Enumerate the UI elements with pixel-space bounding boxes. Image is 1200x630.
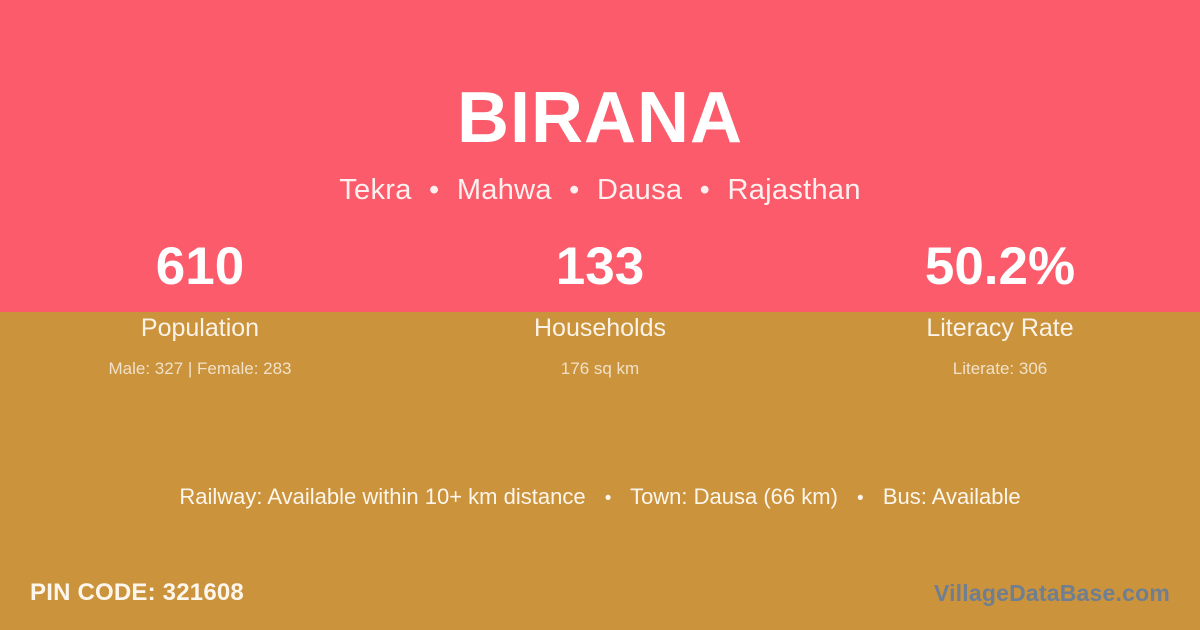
breadcrumb-item-village: Tekra [339,174,412,206]
stat-label: Population [140,314,260,342]
breadcrumb-item-block: Mahwa [456,174,552,206]
breadcrumb: Tekra • Mahwa • Dausa • Rajasthan [0,176,1200,205]
stat-value: 50.2% [924,237,1076,296]
stat-value: 133 [555,237,645,296]
breadcrumb-separator-icon: • [699,174,711,206]
stat-sublabel: Male: 327 | Female: 283 [108,359,292,378]
stat-households: 133 Households 176 sq km [400,240,800,377]
page-title: BIRANA [457,78,743,158]
stat-value: 610 [155,237,245,296]
breadcrumb-item-district: Dausa [596,174,683,206]
breadcrumb-separator-icon: • [429,174,440,206]
title-block: BIRANA Tekra • Mahwa • Dausa • Rajasthan [0,0,1200,205]
header-band [0,0,1200,312]
footer: PIN CODE: 321608 VillageDataBase.com [0,566,1200,630]
stat-label: Households [533,314,667,342]
stat-population: 610 Population Male: 327 | Female: 283 [0,240,400,377]
transport-bus: Bus: Available [882,484,1021,509]
transport-town: Town: Dausa (66 km) [630,484,838,509]
transport-info: Railway: Available within 10+ km distanc… [0,484,1200,509]
breadcrumb-item-state: Rajasthan [727,174,861,206]
stats-row: 610 Population Male: 327 | Female: 283 1… [0,240,1200,377]
transport-separator-icon: • [857,488,864,509]
breadcrumb-separator-icon: • [569,174,580,206]
pin-code: PIN CODE: 321608 [30,579,244,606]
transport-separator-icon: • [604,488,612,509]
stat-sublabel: 176 sq km [560,359,640,378]
stat-sublabel: Literate: 306 [952,359,1048,378]
stat-literacy-rate: 50.2% Literacy Rate Literate: 306 [800,240,1200,377]
stat-label: Literacy Rate [926,314,1074,342]
site-watermark: VillageDataBase.com [933,579,1170,606]
transport-railway: Railway: Available within 10+ km distanc… [179,484,586,509]
